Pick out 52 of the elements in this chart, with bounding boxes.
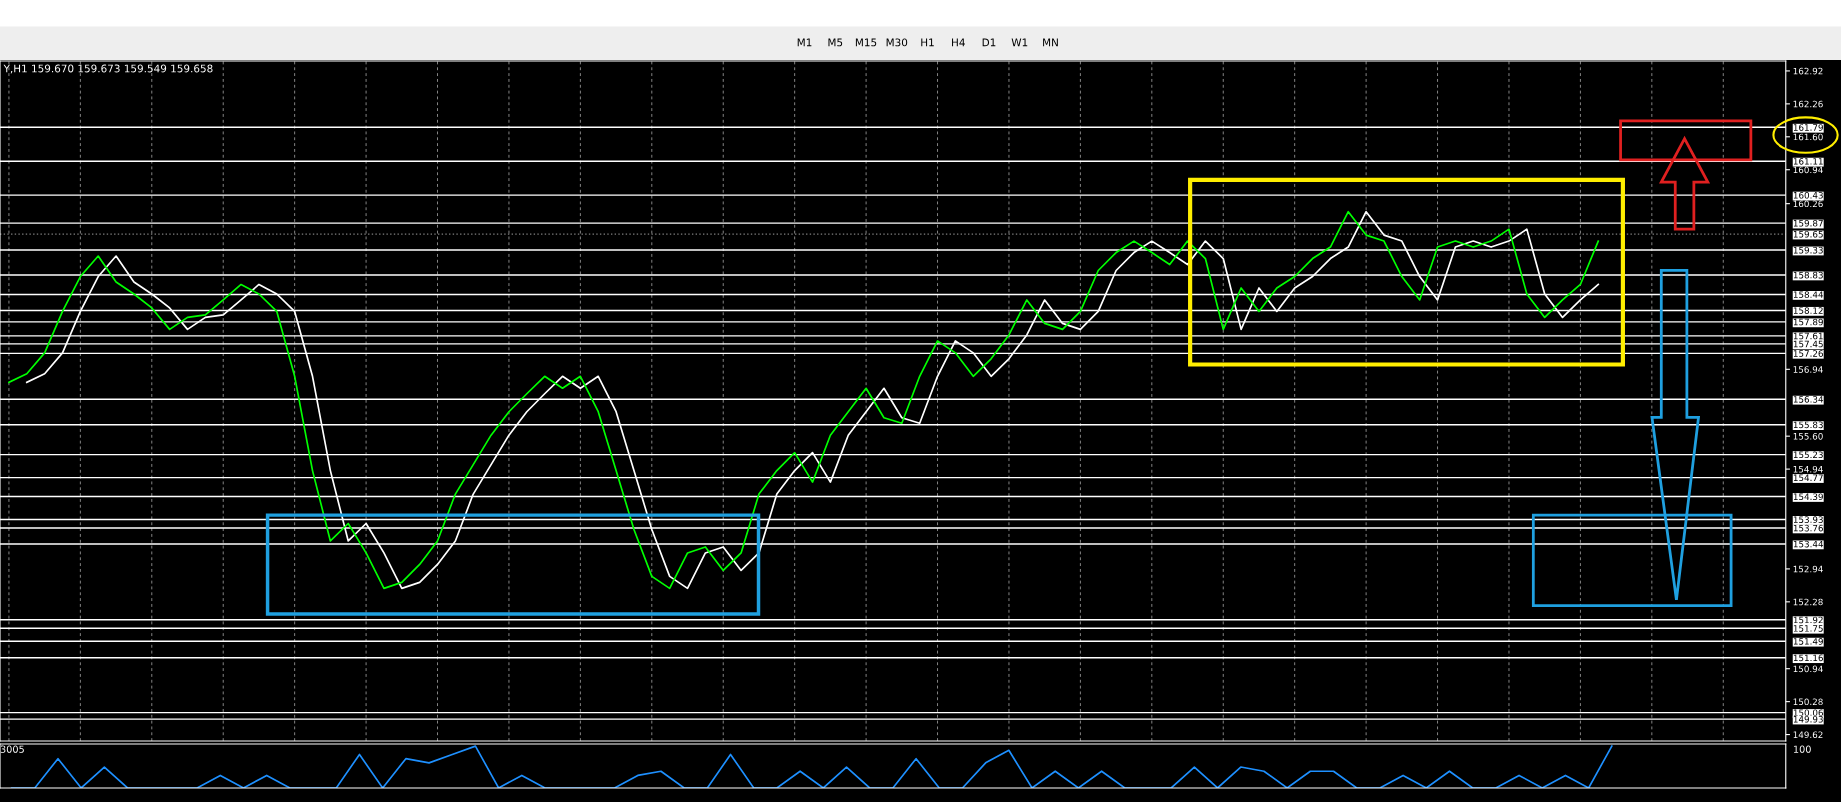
ref-line-label: 151.49 (1793, 638, 1823, 645)
ref-line-label: 159.87 (1793, 219, 1823, 227)
ref-line-label: 154.39 (1793, 493, 1823, 500)
y-tick-label: 160.26 (1793, 200, 1823, 208)
text: M1 (797, 38, 812, 47)
ref-line-label: 161.11 (1793, 158, 1823, 165)
ref-line-label: 160.43 (1793, 192, 1823, 199)
text: M15 (855, 38, 877, 47)
ref-line-label: 155.83 (1793, 421, 1823, 429)
chart-subtitle: Y,H1 159.670 159.673 159.549 159.658 (3, 64, 213, 74)
y-tick-label: 161.60 (1793, 133, 1823, 141)
ref-line-label: 157.89 (1793, 318, 1823, 326)
y-tick-label: 162.26 (1793, 100, 1823, 108)
text: D1 (982, 38, 996, 47)
y-tick-label: 152.94 (1793, 565, 1823, 573)
ref-line-label: 158.12 (1793, 307, 1823, 314)
text: M30 (886, 38, 908, 47)
y-tick-label: 155.60 (1793, 433, 1823, 440)
y-tick-label: 154.94 (1793, 465, 1823, 473)
ref-line-label: 151.75 (1793, 625, 1823, 632)
text: MN (1043, 38, 1058, 47)
ref-line-label: 157.61 (1793, 332, 1823, 340)
ref-line-label: 150.06 (1793, 709, 1823, 717)
y-tick-label: 150.28 (1793, 698, 1823, 706)
text: 100 (1793, 745, 1811, 753)
ref-line-label: 156.34 (1793, 396, 1824, 403)
y-tick-label: 150.94 (1793, 665, 1823, 673)
y-tick-label: 152.28 (1793, 598, 1823, 606)
ref-line-label: 154.77 (1793, 474, 1823, 482)
text: H4 (952, 38, 965, 47)
text: M5 (828, 38, 843, 47)
ref-line-label: 159.33 (1793, 246, 1823, 254)
ref-line-label: 151.16 (1793, 654, 1823, 662)
ref-line-label: 149.93 (1793, 715, 1823, 723)
ref-line-label: 161.79 (1793, 124, 1823, 131)
text: W1 (1011, 38, 1028, 47)
y-tick-label: 160.94 (1793, 166, 1823, 174)
ref-line-label: 153.93 (1793, 516, 1823, 523)
ref-line-label: 157.45 (1793, 340, 1823, 348)
ref-line-label: 153.44 (1793, 540, 1824, 548)
ref-line-label: 153.76 (1793, 524, 1823, 532)
annotation: 3005 (0, 745, 24, 753)
y-tick-label: 156.94 (1793, 366, 1823, 373)
ref-line-label: 158.44 (1793, 291, 1824, 298)
y-tick-label: 162.92 (1793, 67, 1823, 75)
ref-line-label: 155.23 (1793, 451, 1823, 459)
ref-line-label: 151.92 (1793, 616, 1823, 624)
ref-line-label: 157.26 (1793, 350, 1823, 357)
ref-line-label: 158.83 (1793, 271, 1823, 279)
text: H1 (921, 38, 934, 47)
y-tick-label: 149.62 (1793, 731, 1823, 739)
ref-line-label: 159.65 (1793, 230, 1823, 238)
